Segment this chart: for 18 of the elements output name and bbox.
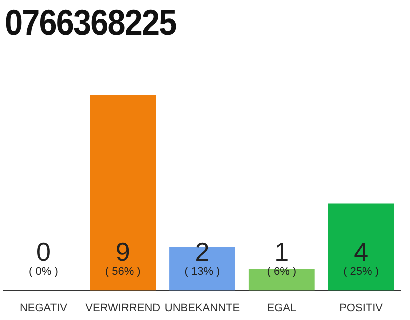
bar <box>90 95 156 291</box>
annotation: ( 25% ) <box>344 266 380 278</box>
data-label: 0 <box>36 236 51 267</box>
bar <box>248 269 315 291</box>
annotation: ( 0% ) <box>29 266 58 278</box>
x-tick-label: NEGATIV <box>20 302 68 314</box>
annotation: ( 56% ) <box>105 266 141 278</box>
annotation: ( 13% ) <box>184 266 220 278</box>
x-tick-label: EGAL <box>267 302 297 314</box>
chart-title: 0766368225 <box>5 2 176 44</box>
data-label: 9 <box>116 236 130 267</box>
data-label: 4 <box>354 236 369 267</box>
x-tick-label: POSITIV <box>340 302 384 314</box>
annotation: ( 6% ) <box>267 266 297 278</box>
bar <box>328 204 394 291</box>
data-label: 1 <box>274 236 290 267</box>
x-tick-label: VERWIRREND <box>86 302 161 314</box>
x-tick-label: UNBEKANNTE <box>164 302 240 314</box>
